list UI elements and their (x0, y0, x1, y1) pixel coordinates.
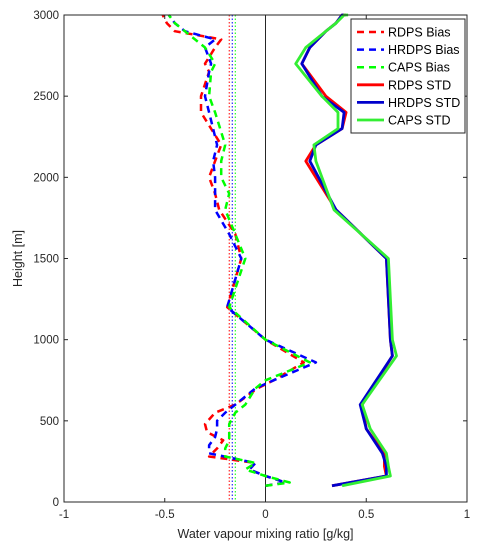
legend-label: RDPS STD (388, 78, 451, 92)
x-axis-ticks: -1 -0.5 0 0.5 1 (59, 15, 470, 521)
legend-label: HRDPS Bias (388, 43, 460, 57)
y-tick-label: 1500 (33, 254, 59, 266)
legend-label: HRDPS STD (388, 96, 460, 110)
y-tick-label: 500 (40, 416, 59, 428)
legend: RDPS Bias HRDPS Bias CAPS Bias RDPS STD HRDP… (350, 18, 466, 134)
legend-label: RDPS Bias (388, 26, 451, 40)
y-tick-label: 0 (53, 497, 59, 509)
mean-bias-lines (228, 15, 236, 502)
x-tick-label: 0 (262, 509, 268, 521)
x-tick-label: -1 (59, 509, 69, 521)
y-tick-label: 3000 (33, 10, 59, 22)
series-line (161, 14, 306, 488)
y-axis-label: Height [m] (11, 230, 25, 287)
legend-label: CAPS Bias (388, 61, 450, 75)
series-layer (161, 13, 398, 488)
x-axis-label: Water vapour mixing ratio [g/kg] (178, 527, 354, 541)
legend-label: CAPS STD (388, 114, 451, 128)
y-tick-label: 2000 (33, 172, 59, 184)
x-tick-label: 0.5 (358, 509, 374, 521)
x-tick-label: -0.5 (155, 509, 175, 521)
x-tick-label: 1 (464, 509, 470, 521)
y-tick-label: 2500 (33, 91, 59, 103)
legend-box (350, 18, 466, 134)
series-line (167, 14, 312, 488)
y-tick-label: 1000 (33, 335, 59, 347)
y-axis-ticks: 0 500 1000 1500 2000 2500 3000 (33, 10, 467, 509)
series-line (294, 13, 398, 488)
